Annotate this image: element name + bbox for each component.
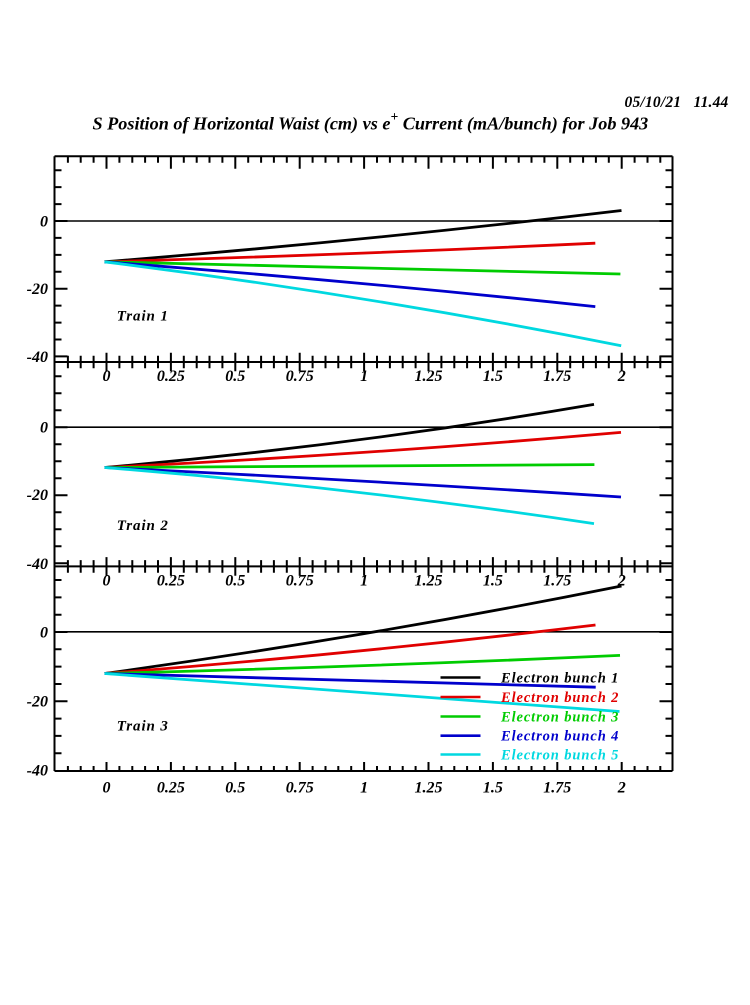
svg-text:0: 0 (40, 624, 48, 641)
svg-text:0.75: 0.75 (286, 779, 314, 796)
svg-text:0.25: 0.25 (157, 368, 185, 385)
svg-text:1.25: 1.25 (415, 779, 443, 796)
svg-text:1.5: 1.5 (483, 779, 503, 796)
svg-text:Electron bunch 5: Electron bunch 5 (500, 747, 619, 763)
svg-text:1.75: 1.75 (543, 368, 571, 385)
svg-text:S Position of Horizontal Waist: S Position of Horizontal Waist (cm) vs e… (93, 109, 649, 135)
svg-text:1.5: 1.5 (483, 572, 503, 589)
svg-text:Electron bunch 1: Electron bunch 1 (500, 670, 619, 686)
svg-text:-40: -40 (27, 349, 48, 366)
svg-text:0: 0 (103, 368, 111, 385)
svg-text:1.25: 1.25 (415, 368, 443, 385)
svg-text:0.25: 0.25 (157, 572, 185, 589)
svg-text:0.5: 0.5 (225, 779, 245, 796)
svg-text:0: 0 (40, 213, 48, 230)
svg-text:0.5: 0.5 (225, 572, 245, 589)
svg-text:1.25: 1.25 (415, 572, 443, 589)
svg-text:1: 1 (360, 779, 368, 796)
svg-text:Electron bunch 3: Electron bunch 3 (500, 709, 619, 725)
svg-text:0.75: 0.75 (286, 368, 314, 385)
svg-text:-40: -40 (27, 763, 48, 780)
svg-text:1.5: 1.5 (483, 368, 503, 385)
svg-text:2: 2 (617, 368, 626, 385)
svg-text:2: 2 (617, 779, 626, 796)
svg-text:Electron bunch 4: Electron bunch 4 (500, 729, 619, 745)
svg-text:Train 2: Train 2 (117, 518, 169, 534)
svg-text:1: 1 (360, 368, 368, 385)
svg-text:0: 0 (103, 779, 111, 796)
svg-text:Electron bunch 2: Electron bunch 2 (500, 690, 619, 706)
svg-text:0.75: 0.75 (286, 572, 314, 589)
svg-text:1.75: 1.75 (543, 779, 571, 796)
svg-text:0.25: 0.25 (157, 779, 185, 796)
svg-text:Train 3: Train 3 (117, 718, 169, 734)
svg-text:0: 0 (40, 420, 48, 437)
svg-text:-40: -40 (27, 556, 48, 573)
svg-text:-20: -20 (27, 487, 48, 504)
svg-text:Train 1: Train 1 (117, 308, 169, 324)
svg-text:-20: -20 (27, 281, 48, 298)
svg-text:2: 2 (617, 572, 626, 589)
svg-text:-20: -20 (27, 694, 48, 711)
svg-text:05/10/21 11.44: 05/10/21 11.44 (625, 94, 729, 111)
svg-text:1.75: 1.75 (543, 572, 571, 589)
svg-text:0.5: 0.5 (225, 368, 245, 385)
svg-text:0: 0 (103, 572, 111, 589)
svg-text:1: 1 (360, 572, 368, 589)
